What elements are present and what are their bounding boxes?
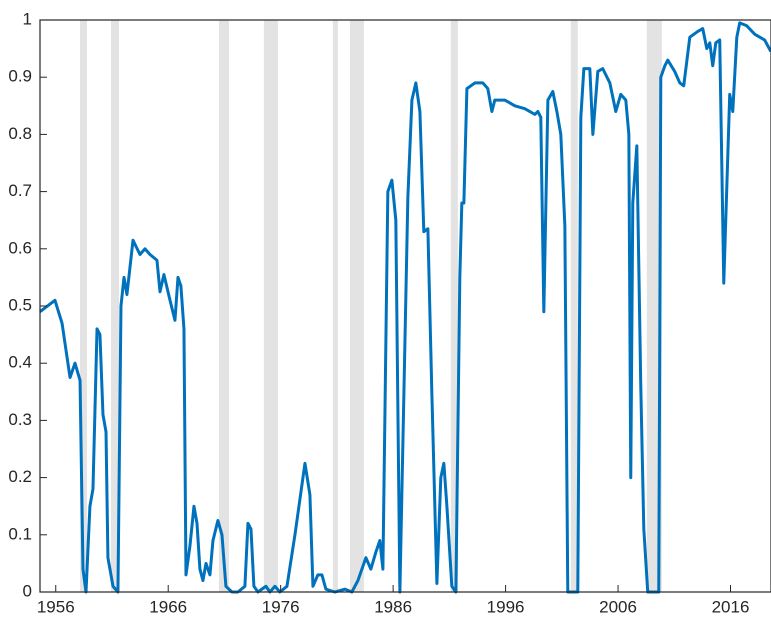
shaded-period: [349, 20, 364, 592]
y-tick-label: 1: [23, 9, 32, 28]
y-tick-label: 0.2: [8, 467, 32, 486]
shaded-period: [450, 20, 458, 592]
shaded-period: [263, 20, 278, 592]
data-line: [39, 21, 771, 594]
x-tick-label: 1966: [149, 597, 187, 616]
y-tick-label: 0.8: [8, 124, 32, 143]
x-tick-label: 1976: [262, 597, 300, 616]
y-tick-label: 0.1: [8, 524, 32, 543]
x-tick-label: 1996: [487, 597, 525, 616]
x-tick-label: 2006: [599, 597, 637, 616]
shaded-period: [332, 20, 338, 592]
y-tick-label: 0.7: [8, 181, 32, 200]
y-tick-label: 0: [23, 581, 32, 600]
shaded-period: [570, 20, 578, 592]
x-tick-label: 1956: [37, 597, 75, 616]
x-tick-label: 1986: [374, 597, 412, 616]
shaded-period: [80, 20, 88, 592]
y-tick-label: 0.5: [8, 295, 32, 314]
y-tick-label: 0.3: [8, 410, 32, 429]
x-tick-label: 2016: [712, 597, 750, 616]
shaded-period: [218, 20, 229, 592]
y-tick-label: 0.6: [8, 238, 32, 257]
y-tick-label: 0.9: [8, 67, 32, 86]
shaded-period: [110, 20, 119, 592]
y-tick-label: 0.4: [8, 353, 32, 372]
